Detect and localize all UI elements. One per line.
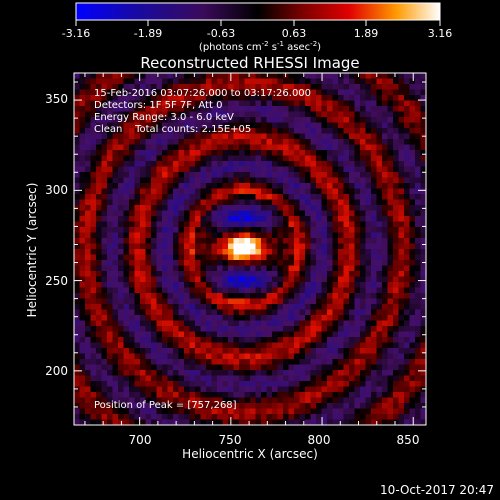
x-tick-label: 800 <box>308 433 331 447</box>
time-range-annotation: 15-Feb-2016 03:07:26.000 to 03:17:26.000 <box>94 88 311 99</box>
x-axis-label: Heliocentric X (arcsec) <box>182 447 318 461</box>
y-tick-label: 250 <box>45 274 68 288</box>
colorbar <box>75 2 441 21</box>
plot-frame <box>73 72 427 426</box>
image-annotations: 15-Feb-2016 03:07:26.000 to 03:17:26.000… <box>94 88 311 411</box>
plot-title: Reconstructed RHESSI Image <box>140 54 359 72</box>
colorbar-tick-label: -3.16 <box>62 27 90 40</box>
peak-position-annotation: Position of Peak = [757,268] <box>94 400 237 411</box>
axis-ticks <box>74 73 426 426</box>
colorbar-tick-label: 3.16 <box>428 27 453 40</box>
clean-counts-annotation: Clean Total counts: 2.15E+05 <box>94 124 251 135</box>
colorbar-ticks <box>75 20 441 26</box>
colorbar-tick-label: -1.89 <box>134 27 162 40</box>
y-tick-label: 300 <box>45 183 68 197</box>
colorbar-unit-label: (photons cm-2 s-1 asec-2) <box>199 40 321 53</box>
colorbar-tick-labels: -3.16 -1.89 -0.63 0.63 1.89 3.16 <box>62 27 452 40</box>
rhessi-image <box>74 73 426 425</box>
energy-range-annotation: Energy Range: 3.0 - 6.0 keV <box>94 112 234 123</box>
colorbar-tick-label: -0.63 <box>207 27 235 40</box>
colorbar-tick-label: 0.63 <box>282 27 307 40</box>
y-axis-label: Heliocentric Y (arcsec) <box>25 183 39 318</box>
x-tick-labels: 700 750 800 850 <box>129 433 420 447</box>
x-tick-label: 850 <box>397 433 420 447</box>
x-tick-label: 750 <box>219 433 242 447</box>
x-tick-label: 700 <box>129 433 152 447</box>
colorbar-tick-label: 1.89 <box>354 27 379 40</box>
y-tick-label: 200 <box>45 364 68 378</box>
y-tick-label: 350 <box>45 92 68 106</box>
y-tick-labels: 200 250 300 350 <box>45 92 68 378</box>
detectors-annotation: Detectors: 1F 5F 7F, Att 0 <box>94 100 222 111</box>
footer-timestamp: 10-Oct-2017 20:47 <box>380 483 494 497</box>
